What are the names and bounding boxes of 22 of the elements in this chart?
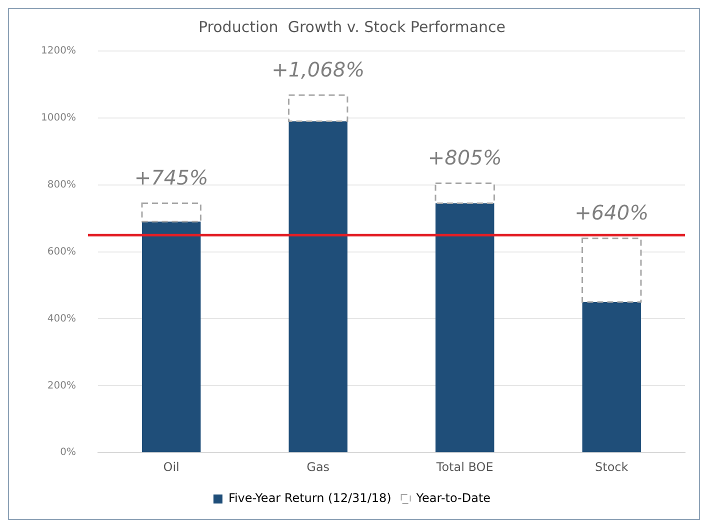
x-tick-label: Oil: [163, 460, 180, 474]
bar: [582, 302, 641, 452]
total-label: +805%: [428, 145, 502, 170]
total-label: +1,068%: [272, 57, 365, 82]
bar: [436, 203, 494, 452]
y-tick-label: 0%: [60, 447, 76, 458]
total-label: +745%: [134, 165, 208, 190]
total-label: +640%: [574, 200, 649, 225]
y-tick-label: 600%: [47, 246, 76, 258]
legend-label: Five-Year Return (12/31/18): [228, 491, 392, 506]
y-tick-label: 200%: [47, 380, 76, 392]
bar: [142, 222, 201, 452]
x-tick-label: Gas: [306, 460, 330, 474]
y-tick-label: 1000%: [41, 112, 76, 124]
chart-title: Production Growth v. Stock Performance: [198, 18, 506, 36]
y-tick-label: 1200%: [41, 46, 76, 57]
y-tick-label: 800%: [47, 179, 76, 190]
x-tick-label: Total BOE: [435, 460, 494, 474]
bar: [288, 121, 348, 452]
legend-label: Year-to-Date: [415, 491, 491, 506]
x-tick-label: Stock: [595, 460, 628, 474]
y-tick-label: 400%: [47, 313, 76, 324]
